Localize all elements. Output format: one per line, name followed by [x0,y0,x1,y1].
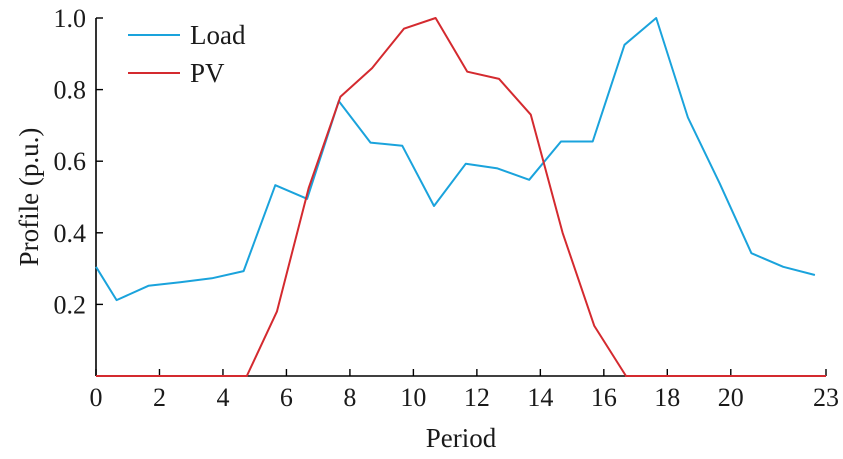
x-tick-label: 14 [527,383,553,412]
y-tick-label: 1.0 [54,4,87,33]
x-tick-label: 0 [90,383,103,412]
x-tick-label: 4 [216,383,229,412]
series-layer [95,17,826,377]
legend: Load PV [128,20,246,88]
y-axis-title: Profile (p.u.) [14,128,44,267]
legend-label-load: Load [190,20,246,50]
x-tick-label: 20 [718,383,744,412]
x-tick-label: 18 [654,383,680,412]
y-tick-label: 0.2 [54,290,87,319]
y-axis: 0.2 0.4 0.6 0.8 1.0 [54,4,103,376]
x-tick-label: 2 [153,383,166,412]
x-tick-label: 6 [280,383,293,412]
series-line-load [95,17,816,302]
x-tick-label: 16 [591,383,617,412]
legend-label-pv: PV [190,58,225,88]
x-tick-label: 10 [400,383,426,412]
y-tick-label: 0.6 [54,147,87,176]
x-tick-label: 12 [464,383,490,412]
y-tick-label: 0.4 [54,219,87,248]
x-axis: 0 2 4 6 8 10 12 14 16 18 20 23 [90,369,839,412]
series-line-pv [96,17,826,377]
x-tick-label: 8 [343,383,356,412]
y-tick-label: 0.8 [54,76,87,105]
x-tick-label: 23 [813,383,839,412]
x-axis-title: Period [426,423,497,453]
